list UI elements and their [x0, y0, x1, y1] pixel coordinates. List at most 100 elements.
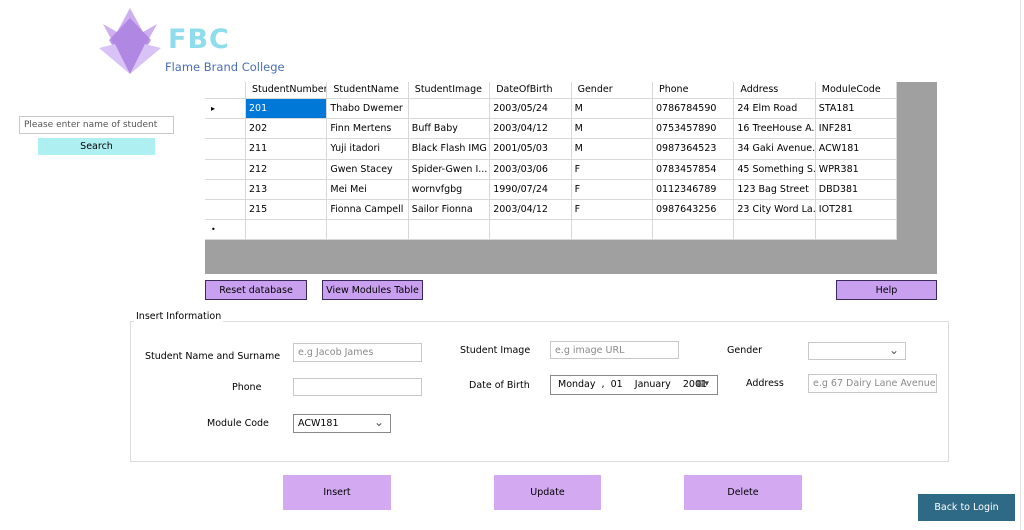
- grid-cell[interactable]: M: [571, 99, 653, 120]
- back-button[interactable]: Back to Login: [918, 494, 1015, 521]
- row-header[interactable]: [205, 119, 246, 140]
- grid-cell[interactable]: 211: [246, 139, 328, 160]
- delete-button[interactable]: Delete: [684, 475, 802, 510]
- grid-cell[interactable]: 16 TreeHouse A...: [734, 119, 816, 140]
- grid-cell[interactable]: STA181: [815, 99, 898, 120]
- grid-cell[interactable]: 0783457854: [653, 159, 735, 180]
- grid-cell[interactable]: M: [571, 139, 653, 160]
- grid-cell[interactable]: 123 Bag Street: [734, 179, 816, 200]
- row-header[interactable]: [205, 139, 246, 160]
- row-header[interactable]: [205, 200, 246, 221]
- corner: [205, 82, 246, 99]
- row-header[interactable]: •: [205, 220, 246, 241]
- row-header[interactable]: ▸: [205, 99, 246, 120]
- row-header[interactable]: [205, 159, 246, 180]
- column-header[interactable]: StudentImage: [408, 82, 491, 99]
- grid-cell[interactable]: [408, 220, 491, 241]
- grid-cell[interactable]: Buff Baby: [408, 119, 491, 140]
- label: Phone: [232, 382, 262, 393]
- grid-cell[interactable]: wornvfgbg: [408, 179, 491, 200]
- logo-abbr: FBC: [168, 24, 230, 55]
- column-header[interactable]: ModuleCode: [815, 82, 898, 99]
- row-header[interactable]: [205, 179, 246, 200]
- grid-cell[interactable]: 0987364523: [653, 139, 735, 160]
- grid-cell[interactable]: F: [571, 159, 653, 180]
- grid-cell[interactable]: 215: [246, 200, 328, 221]
- grid-cell[interactable]: Yuji itadori: [327, 139, 409, 160]
- grid-cell[interactable]: [815, 220, 898, 241]
- logo-icon: [99, 8, 161, 74]
- grid-cell[interactable]: 34 Gaki Avenue...: [734, 139, 816, 160]
- grid-cell[interactable]: 213: [246, 179, 328, 200]
- grid-cell[interactable]: Gwen Stacey: [327, 159, 409, 180]
- grid-cell[interactable]: 2003/05/24: [490, 99, 572, 120]
- grid-cell[interactable]: INF281: [815, 119, 898, 140]
- grid-cell[interactable]: [327, 220, 409, 241]
- grid-cell[interactable]: F: [571, 179, 653, 200]
- grid-cell[interactable]: WPR381: [815, 159, 898, 180]
- logo-name: Flame Brand College: [165, 60, 285, 74]
- label: Address: [746, 378, 784, 389]
- image-input[interactable]: e.g image URL: [550, 341, 679, 359]
- grid-cell[interactable]: DBD381: [815, 179, 898, 200]
- column-header[interactable]: Phone: [653, 82, 735, 99]
- grid-cell[interactable]: 45 Something S...: [734, 159, 816, 180]
- gender-combo[interactable]: [808, 342, 906, 360]
- grid-cell[interactable]: M: [571, 119, 653, 140]
- grid-cell[interactable]: ACW181: [815, 139, 898, 160]
- grid-cell[interactable]: 2003/03/06: [490, 159, 572, 180]
- phone-input[interactable]: [293, 378, 422, 396]
- address-input[interactable]: e.g 67 Dairy Lane Avenue: [808, 374, 937, 393]
- grid-cell[interactable]: F: [571, 200, 653, 221]
- grid-cell[interactable]: 201: [246, 99, 328, 120]
- grid-cell[interactable]: 2003/04/12: [490, 119, 572, 140]
- reset-button[interactable]: Reset database: [205, 280, 307, 300]
- module-combo[interactable]: ACW181: [293, 414, 391, 433]
- grid-cell[interactable]: [653, 220, 735, 241]
- grid-cell[interactable]: 0112346789: [653, 179, 735, 200]
- label: Student Name and Surname: [145, 351, 281, 362]
- search-button[interactable]: Search: [38, 138, 155, 155]
- grid-cell[interactable]: 212: [246, 159, 328, 180]
- group-box: [130, 321, 949, 462]
- grid-cell[interactable]: Sailor Fionna: [408, 200, 491, 221]
- dob-picker[interactable]: Monday , 01 January 2001: [550, 375, 718, 395]
- label: Module Code: [207, 418, 269, 429]
- grid-cell[interactable]: 2003/04/12: [490, 200, 572, 221]
- grid-cell[interactable]: 2001/05/03: [490, 139, 572, 160]
- grid-cell[interactable]: [734, 220, 816, 241]
- help-button[interactable]: Help: [836, 280, 937, 300]
- grid-cell[interactable]: 23 City Word La...: [734, 200, 816, 221]
- grid-cell[interactable]: Fionna Campell: [327, 200, 409, 221]
- column-header[interactable]: StudentName: [327, 82, 409, 99]
- view-modules-button[interactable]: View Modules Table: [322, 280, 423, 300]
- grid-cell[interactable]: 202: [246, 119, 328, 140]
- grid-cell[interactable]: Black Flash IMG: [408, 139, 491, 160]
- grid-cell[interactable]: Spider-Gwen I...: [408, 159, 491, 180]
- grid-cell[interactable]: 0786784590: [653, 99, 735, 120]
- grid-cell[interactable]: Thabo Dwemer: [327, 99, 409, 120]
- grid-cell[interactable]: [571, 220, 653, 241]
- grid-cell[interactable]: IOT281: [815, 200, 898, 221]
- grid-cell[interactable]: 0987643256: [653, 200, 735, 221]
- grid-cell[interactable]: [490, 220, 572, 241]
- name-input[interactable]: e.g Jacob James: [293, 343, 422, 362]
- grid-cell[interactable]: Finn Mertens: [327, 119, 409, 140]
- label: Date of Birth: [469, 380, 530, 391]
- grid-cell[interactable]: [408, 99, 491, 120]
- column-header[interactable]: Gender: [571, 82, 653, 99]
- insert-button[interactable]: Insert: [283, 475, 391, 510]
- grid-cell[interactable]: 24 Elm Road: [734, 99, 816, 120]
- search-input[interactable]: Please enter name of student: [19, 116, 174, 134]
- grid-cell[interactable]: Mei Mei: [327, 179, 409, 200]
- column-header[interactable]: Address: [734, 82, 816, 99]
- update-button[interactable]: Update: [494, 475, 601, 510]
- column-header[interactable]: StudentNumber: [246, 82, 328, 99]
- data-grid: StudentNumber StudentName StudentImage Date…: [205, 82, 937, 274]
- grid-cell[interactable]: 1990/07/24: [490, 179, 572, 200]
- grid-cell[interactable]: 0753457890: [653, 119, 735, 140]
- calendar-icon[interactable]: ▦▾: [696, 379, 710, 389]
- grid-cell[interactable]: [246, 220, 328, 241]
- column-header[interactable]: DateOfBirth: [490, 82, 572, 99]
